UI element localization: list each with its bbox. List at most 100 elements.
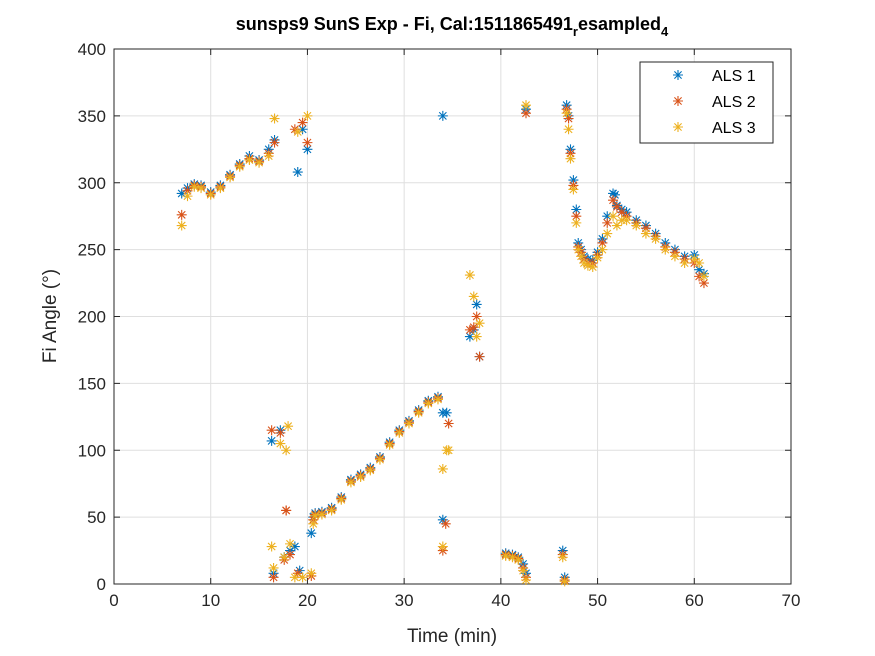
data-point	[266, 541, 277, 552]
data-point	[432, 394, 443, 405]
data-point	[384, 439, 395, 450]
marker-layer	[176, 100, 709, 587]
data-point	[225, 172, 236, 183]
data-point	[518, 565, 529, 576]
data-point	[565, 153, 576, 164]
data-point	[602, 217, 613, 228]
data-point	[597, 237, 608, 248]
data-point	[521, 100, 532, 111]
data-point	[297, 117, 308, 128]
data-point	[464, 324, 475, 335]
y-tick-label: 300	[78, 174, 106, 193]
data-point	[561, 108, 572, 119]
data-point	[571, 204, 582, 215]
data-point	[283, 421, 294, 432]
data-point	[205, 189, 216, 200]
data-point	[474, 318, 485, 329]
y-tick-label: 350	[78, 107, 106, 126]
data-point	[423, 398, 434, 409]
y-axis-label: Fi Angle (°)	[40, 269, 61, 363]
data-point	[182, 185, 193, 196]
legend-marker-als-2	[673, 96, 683, 106]
data-point	[471, 331, 482, 342]
data-point	[464, 270, 475, 281]
data-point	[443, 418, 454, 429]
data-point	[669, 251, 680, 262]
data-point	[565, 148, 576, 159]
data-point	[268, 562, 279, 573]
data-point	[275, 438, 286, 449]
data-point	[464, 331, 475, 342]
data-point	[437, 514, 448, 525]
data-point	[611, 201, 622, 212]
data-point	[437, 463, 448, 474]
data-point	[698, 278, 709, 289]
data-point	[285, 538, 296, 549]
legend-box	[639, 61, 774, 144]
legend-marker-als-3	[673, 122, 683, 132]
data-point	[679, 258, 690, 268]
chart-title: sunsps9 SunS Exp - Fi, Cal:1511865491res…	[236, 14, 669, 39]
data-point	[650, 233, 661, 244]
data-point	[568, 175, 579, 186]
data-point	[365, 465, 376, 476]
data-point	[279, 552, 290, 563]
legend-label-als-2: ALS 2	[712, 94, 756, 111]
data-point	[616, 207, 627, 218]
data-point	[302, 110, 313, 121]
data-point	[281, 505, 292, 516]
data-point	[316, 509, 327, 520]
data-point	[694, 264, 705, 275]
data-point	[403, 418, 414, 429]
data-point	[289, 572, 300, 583]
data-point	[275, 427, 286, 438]
data-point	[611, 220, 622, 231]
data-point	[285, 549, 296, 560]
data-point	[500, 550, 511, 561]
data-point	[640, 223, 651, 234]
data-point	[297, 572, 308, 583]
data-point	[608, 195, 619, 206]
data-point	[437, 110, 448, 121]
data-point	[266, 435, 277, 446]
x-tick-label: 40	[491, 591, 510, 610]
data-point	[573, 244, 584, 255]
data-point	[292, 126, 303, 137]
data-point	[602, 228, 613, 239]
y-tick-label: 250	[78, 241, 106, 260]
data-point	[592, 252, 603, 263]
data-point	[440, 518, 451, 529]
data-point	[660, 244, 671, 255]
y-tick-label: 100	[78, 441, 106, 460]
series-als-3	[176, 100, 709, 587]
data-point	[571, 217, 582, 228]
data-point	[326, 505, 337, 516]
data-point	[302, 137, 313, 148]
data-point	[609, 189, 620, 200]
data-point	[176, 220, 187, 231]
data-point	[310, 510, 321, 521]
data-point	[176, 188, 187, 199]
data-point	[474, 351, 485, 362]
data-point	[336, 494, 347, 505]
data-point	[289, 541, 300, 552]
legend-marker-als-1	[673, 70, 683, 80]
data-point	[269, 113, 280, 124]
data-point	[441, 407, 452, 418]
data-point	[345, 477, 356, 488]
x-axis-label: Time (min)	[407, 626, 497, 647]
data-point	[437, 541, 448, 552]
y-tick-label: 400	[78, 40, 106, 59]
legend-label-als-3: ALS 3	[712, 120, 756, 137]
x-tick-label: 20	[298, 591, 317, 610]
data-point	[602, 211, 613, 222]
data-point	[576, 251, 587, 262]
data-point	[306, 568, 317, 579]
data-point	[443, 445, 454, 456]
data-point	[268, 572, 279, 583]
x-tick-label: 50	[588, 591, 607, 610]
data-point	[302, 144, 313, 155]
data-point	[292, 568, 303, 579]
data-point	[507, 552, 518, 563]
